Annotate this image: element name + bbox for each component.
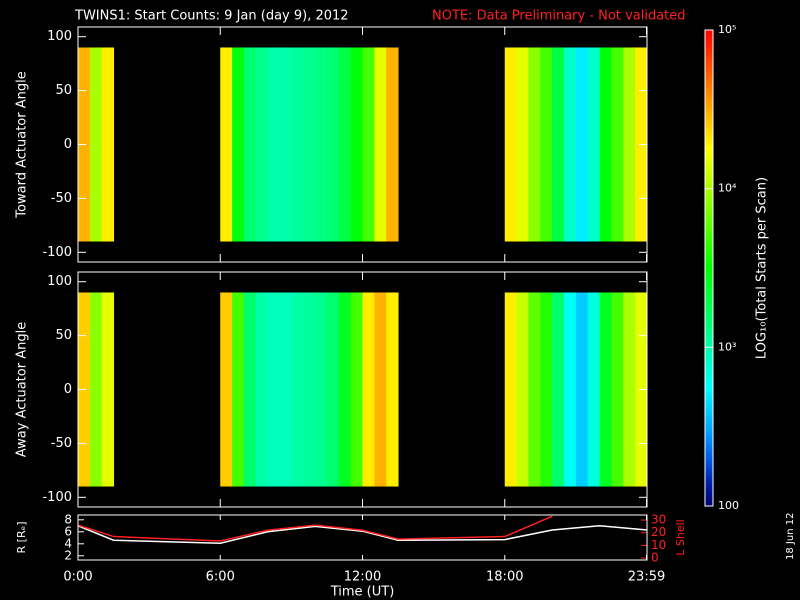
heatmap-cell bbox=[101, 292, 115, 487]
x-tick-label: 0:00 bbox=[63, 570, 92, 585]
heatmap-cell bbox=[232, 292, 245, 487]
heatmap-cell bbox=[291, 47, 304, 242]
heatmap-cell bbox=[326, 47, 340, 242]
y-axis-label: Away Actuator Angle bbox=[15, 322, 30, 457]
heatmap-cell bbox=[232, 47, 245, 242]
y-tick-label: -50 bbox=[51, 191, 72, 206]
heatmap-cell bbox=[255, 47, 269, 242]
heatmap-cell bbox=[611, 292, 624, 487]
date-stamp: 18 Jun 12 bbox=[785, 513, 796, 560]
heatmap-cell bbox=[243, 292, 257, 487]
heatmap-cell bbox=[623, 47, 636, 242]
colorbar-tick-label: 10³ bbox=[718, 340, 736, 353]
y-tick-label: 0 bbox=[64, 382, 72, 397]
y-tick-label: -100 bbox=[42, 245, 72, 260]
heatmap-cell bbox=[279, 292, 292, 487]
heatmap-cell bbox=[267, 292, 281, 487]
y2-tick-label: 20 bbox=[651, 525, 666, 539]
heatmap-cell bbox=[528, 292, 541, 487]
y-axis-label: Toward Actuator Angle bbox=[15, 71, 30, 218]
x-tick-label: 18:00 bbox=[486, 570, 523, 585]
heatmap-cell bbox=[599, 292, 612, 487]
heatmap-cell bbox=[362, 292, 375, 487]
y-tick-label: 8 bbox=[64, 512, 72, 526]
heatmap-cell bbox=[350, 47, 363, 242]
heatmap-cell bbox=[599, 47, 612, 242]
heatmap-cell bbox=[279, 47, 292, 242]
heatmap-cell bbox=[386, 47, 399, 242]
heatmap-cell bbox=[220, 47, 233, 242]
y-tick-label: 50 bbox=[55, 83, 72, 98]
y-tick-label: 0 bbox=[64, 137, 72, 152]
heatmap-cell bbox=[564, 47, 577, 242]
y2-axis-label: L Shell bbox=[674, 519, 687, 555]
heatmap-cell bbox=[315, 47, 328, 242]
heatmap-cell bbox=[528, 47, 541, 242]
y-tick-label: 100 bbox=[47, 274, 72, 289]
y-tick-label: 6 bbox=[64, 524, 72, 538]
heatmap-cell bbox=[575, 292, 589, 487]
heatmap-cell bbox=[564, 292, 577, 487]
x-tick-label: 23:59 bbox=[628, 570, 665, 585]
colorbar-label: LOG₁₀(Total Starts per Scan) bbox=[755, 177, 770, 359]
heatmap-cell bbox=[516, 47, 529, 242]
heatmap-cell bbox=[326, 292, 340, 487]
y-tick-label: 100 bbox=[47, 29, 72, 44]
heatmap-cell bbox=[315, 292, 328, 487]
y2-tick-label: 10 bbox=[651, 538, 666, 552]
heatmap-cell bbox=[587, 47, 601, 242]
colorbar-tick-label: 100 bbox=[718, 499, 739, 512]
heatmap-cell bbox=[243, 47, 257, 242]
heatmap-cell bbox=[516, 292, 529, 487]
heatmap-cell bbox=[587, 292, 601, 487]
heatmap-cell bbox=[350, 292, 363, 487]
panel-frame bbox=[77, 26, 648, 263]
heatmap-cell bbox=[575, 47, 589, 242]
panel-frame bbox=[77, 271, 648, 508]
colorbar-tick-label: 10⁵ bbox=[718, 23, 736, 36]
heatmap-cell bbox=[338, 47, 352, 242]
heatmap-cell bbox=[291, 292, 304, 487]
y-tick-label: -50 bbox=[51, 436, 72, 451]
x-tick-label: 6:00 bbox=[206, 570, 235, 585]
heatmap-cell bbox=[540, 292, 553, 487]
y-tick-label: 50 bbox=[55, 328, 72, 343]
y2-tick-label: 30 bbox=[651, 513, 666, 527]
y-tick-label: -100 bbox=[42, 490, 72, 505]
note: NOTE: Data Preliminary - Not validated bbox=[432, 9, 686, 24]
heatmap-cell bbox=[89, 47, 103, 242]
title: TWINS1: Start Counts: 9 Jan (day 9), 201… bbox=[74, 9, 349, 24]
y-tick-label: 2 bbox=[64, 548, 72, 562]
colorbar-tick-label: 10⁴ bbox=[718, 182, 737, 195]
x-axis-label: Time (UT) bbox=[330, 585, 395, 600]
panel-frame bbox=[77, 514, 648, 561]
line-series bbox=[78, 525, 647, 544]
heatmap-cell bbox=[220, 292, 233, 487]
heatmap-cell bbox=[255, 292, 269, 487]
heatmap-cell bbox=[504, 47, 518, 242]
heatmap-cell bbox=[89, 292, 103, 487]
heatmap-cell bbox=[540, 47, 553, 242]
heatmap-cell bbox=[552, 47, 565, 242]
y-tick-label: 4 bbox=[64, 536, 72, 550]
heatmap-cell bbox=[552, 292, 565, 487]
x-tick-label: 12:00 bbox=[344, 570, 381, 585]
colorbar bbox=[704, 29, 714, 507]
heatmap-cell bbox=[101, 47, 115, 242]
heatmap-cell bbox=[303, 47, 316, 242]
y2-tick-label: 0 bbox=[651, 551, 659, 565]
heatmap-cell bbox=[303, 292, 316, 487]
y-axis-label: R [Rₑ] bbox=[15, 522, 28, 554]
heatmap-cell bbox=[362, 47, 375, 242]
heatmap-cell bbox=[386, 292, 399, 487]
heatmap-cell bbox=[374, 292, 387, 487]
heatmap-cell bbox=[504, 292, 518, 487]
plot-area bbox=[78, 516, 647, 543]
heatmap-cell bbox=[623, 292, 636, 487]
heatmap-cell bbox=[267, 47, 281, 242]
heatmap-cell bbox=[338, 292, 352, 487]
heatmap-cell bbox=[611, 47, 624, 242]
heatmap-cell bbox=[374, 47, 387, 242]
